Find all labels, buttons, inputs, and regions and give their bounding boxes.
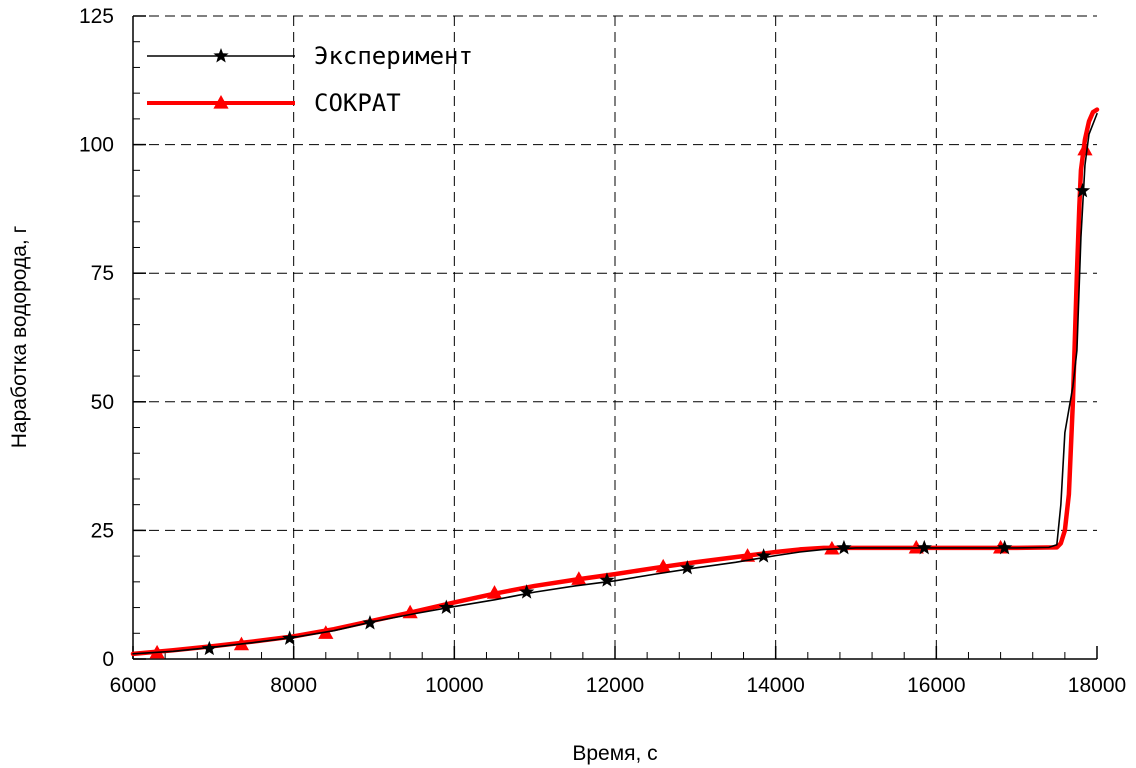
x-tick-labels: 6000 8000 10000 12000 14000 16000 18000 bbox=[110, 674, 1127, 697]
y-axis-title: Наработка водорода, г bbox=[8, 225, 31, 448]
data-point-experiment bbox=[362, 614, 378, 630]
x-tick-label: 16000 bbox=[907, 674, 965, 697]
data-point-sokrat bbox=[486, 585, 503, 599]
legend-marker-experiment bbox=[213, 48, 229, 63]
data-point-sokrat bbox=[739, 548, 756, 562]
data-point-experiment bbox=[997, 539, 1013, 555]
data-point-experiment bbox=[599, 572, 615, 587]
x-tick-label: 12000 bbox=[586, 674, 644, 697]
grid-lines bbox=[133, 15, 1097, 659]
legend-label-sokrat: СОКРАТ bbox=[314, 89, 401, 117]
x-axis-title: Время, с bbox=[572, 742, 657, 765]
y-tick-labels: 0 25 50 75 100 125 bbox=[79, 5, 114, 671]
legend-star-icon bbox=[213, 48, 229, 63]
axes bbox=[132, 16, 1097, 660]
x-tick-label: 6000 bbox=[110, 674, 157, 697]
data-point-experiment bbox=[836, 539, 852, 555]
data-point-sokrat bbox=[571, 571, 587, 585]
y-tick-label: 125 bbox=[79, 5, 114, 28]
series-line-experiment bbox=[132, 112, 1098, 655]
y-tick-label: 50 bbox=[91, 391, 114, 414]
y-tick-label: 0 bbox=[102, 648, 114, 671]
series-line-sokrat bbox=[130, 107, 1100, 657]
x-tick-label: 18000 bbox=[1068, 674, 1126, 697]
y-tick-label: 75 bbox=[91, 262, 114, 285]
data-point-experiment bbox=[438, 599, 454, 615]
data-point-experiment bbox=[916, 539, 932, 555]
data-point-experiment bbox=[756, 548, 772, 563]
legend-label-experiment: Эксперимент bbox=[314, 42, 473, 70]
legend-triangle-icon bbox=[213, 95, 229, 109]
data-point-sokrat bbox=[1077, 141, 1093, 156]
data-point-sokrat bbox=[655, 558, 671, 573]
data-point-experiment bbox=[1074, 182, 1091, 198]
minor-ticks bbox=[132, 15, 1098, 660]
series-layer bbox=[130, 107, 1100, 659]
data-point-experiment bbox=[201, 640, 217, 656]
data-point-sokrat bbox=[824, 540, 840, 555]
x-tick-label: 10000 bbox=[425, 674, 483, 697]
data-point-sokrat bbox=[908, 539, 924, 554]
data-point-experiment bbox=[282, 630, 298, 645]
x-tick-label: 8000 bbox=[270, 674, 317, 697]
legend-marker-sokrat bbox=[213, 95, 229, 109]
legend: Эксперимент СОКРАТ bbox=[147, 42, 473, 117]
series-experiment bbox=[132, 112, 1098, 656]
y-tick-label: 25 bbox=[91, 519, 114, 542]
data-point-experiment bbox=[679, 559, 695, 575]
data-point-experiment bbox=[519, 584, 535, 599]
y-tick-label: 100 bbox=[79, 134, 114, 157]
x-tick-label: 14000 bbox=[746, 674, 804, 697]
